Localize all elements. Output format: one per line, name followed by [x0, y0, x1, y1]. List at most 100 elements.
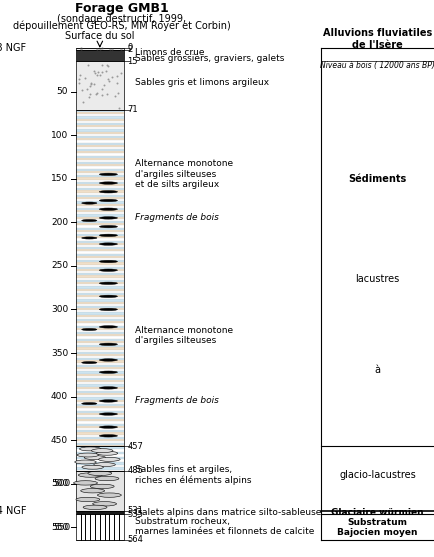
- Bar: [76, 119, 124, 121]
- Bar: [76, 171, 124, 173]
- Bar: [76, 160, 124, 162]
- Bar: [76, 169, 124, 171]
- Point: [103, 61, 110, 70]
- Text: Fragments de bois: Fragments de bois: [135, 397, 218, 405]
- Ellipse shape: [99, 260, 118, 263]
- Bar: [76, 439, 124, 441]
- Bar: [76, 162, 124, 164]
- Ellipse shape: [99, 269, 118, 271]
- Bar: [76, 293, 124, 295]
- Bar: [76, 310, 124, 312]
- Bar: [76, 273, 124, 276]
- Bar: [76, 434, 124, 437]
- Ellipse shape: [99, 387, 118, 389]
- Point: [85, 92, 92, 101]
- Text: 250: 250: [51, 261, 68, 270]
- Point: [104, 61, 111, 70]
- Bar: [76, 210, 124, 212]
- Text: Glaciaire würmien: Glaciaire würmien: [331, 508, 424, 517]
- Bar: [76, 134, 124, 136]
- Bar: [76, 321, 124, 324]
- Bar: [76, 470, 124, 471]
- Bar: [76, 363, 124, 365]
- Text: Alluvions fluviatiles
de l'Isère: Alluvions fluviatiles de l'Isère: [323, 28, 432, 50]
- Bar: [76, 214, 124, 217]
- Bar: [76, 127, 124, 129]
- Bar: [76, 227, 124, 229]
- Point: [87, 80, 94, 89]
- Bar: [76, 153, 124, 155]
- Bar: [76, 345, 124, 348]
- Point: [76, 71, 83, 80]
- Ellipse shape: [99, 234, 118, 237]
- Bar: [76, 417, 124, 419]
- Bar: [76, 356, 124, 358]
- Text: 100: 100: [51, 130, 68, 140]
- Text: Surface du sol: Surface du sol: [65, 31, 135, 41]
- Bar: [76, 511, 124, 514]
- Bar: [76, 374, 124, 375]
- Bar: [76, 443, 124, 446]
- Text: 2: 2: [127, 45, 132, 54]
- Ellipse shape: [99, 217, 118, 219]
- Point: [114, 71, 121, 80]
- Bar: [76, 446, 124, 449]
- Ellipse shape: [95, 476, 119, 481]
- Text: 564: 564: [127, 535, 143, 544]
- Bar: [76, 375, 124, 378]
- Bar: [76, 380, 124, 382]
- Bar: [76, 391, 124, 393]
- Bar: [76, 206, 124, 208]
- Bar: [76, 365, 124, 367]
- Text: 50: 50: [57, 87, 68, 96]
- Point: [112, 91, 118, 100]
- Bar: [76, 317, 124, 319]
- Bar: [76, 167, 124, 169]
- Bar: [76, 277, 124, 280]
- Bar: [76, 411, 124, 413]
- Bar: [76, 202, 124, 203]
- Point: [105, 76, 112, 85]
- Ellipse shape: [82, 237, 97, 239]
- Point: [118, 44, 125, 53]
- Ellipse shape: [73, 481, 97, 485]
- Bar: [76, 336, 124, 339]
- Ellipse shape: [84, 456, 106, 460]
- Bar: [76, 250, 124, 251]
- Bar: [76, 50, 124, 61]
- Bar: [76, 428, 124, 430]
- Point: [78, 86, 85, 95]
- Bar: [76, 143, 124, 145]
- Bar: [76, 116, 124, 119]
- Ellipse shape: [99, 182, 118, 184]
- Bar: [76, 332, 124, 334]
- Bar: [76, 389, 124, 391]
- Bar: [76, 350, 124, 351]
- Point: [109, 45, 116, 53]
- Bar: [76, 175, 124, 177]
- Bar: [76, 199, 124, 202]
- Bar: [76, 193, 124, 195]
- Bar: [76, 265, 124, 267]
- Ellipse shape: [90, 484, 114, 488]
- Bar: [76, 400, 124, 402]
- Bar: [76, 234, 124, 236]
- Bar: [76, 465, 124, 467]
- Point: [86, 82, 93, 91]
- Bar: [76, 422, 124, 424]
- Ellipse shape: [99, 434, 118, 437]
- Bar: [76, 179, 124, 182]
- Ellipse shape: [75, 460, 96, 464]
- Text: 300: 300: [51, 305, 68, 314]
- Ellipse shape: [92, 449, 113, 453]
- Bar: [76, 145, 124, 147]
- Bar: [76, 286, 124, 289]
- Text: 71: 71: [127, 105, 138, 114]
- Bar: [76, 402, 124, 404]
- Text: Fragments de bois: Fragments de bois: [135, 213, 218, 222]
- Ellipse shape: [99, 173, 118, 175]
- Bar: [76, 398, 124, 400]
- Text: 15: 15: [127, 56, 138, 66]
- Bar: [76, 173, 124, 175]
- Text: 218 NGF: 218 NGF: [0, 43, 26, 53]
